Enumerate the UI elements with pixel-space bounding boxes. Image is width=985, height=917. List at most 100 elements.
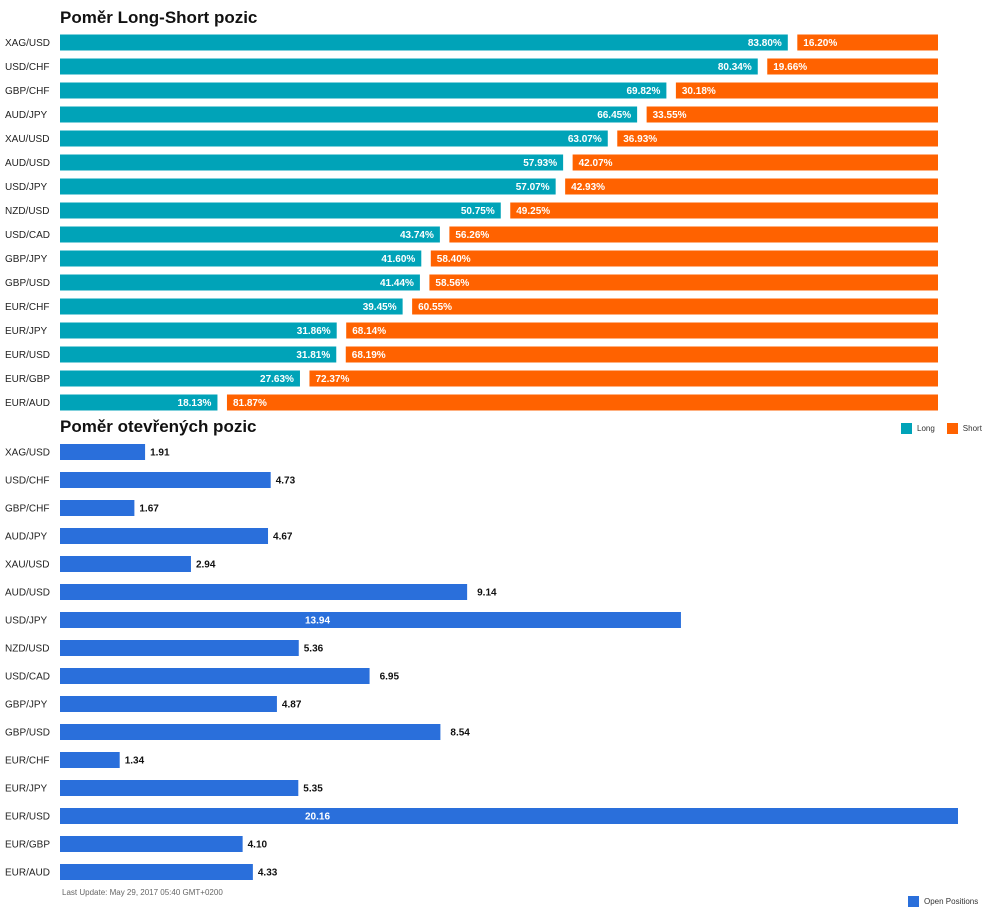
ratio-category-label: EUR/JPY <box>5 326 48 337</box>
open-category-label: GBP/USD <box>5 728 50 739</box>
open-positions-bar <box>60 724 441 740</box>
long-value-label: 66.45% <box>597 110 631 121</box>
long-value-label: 43.74% <box>400 230 434 241</box>
short-bar <box>767 58 938 75</box>
short-value-label: 60.55% <box>418 302 452 313</box>
long-bar <box>60 154 564 171</box>
open-value-label: 1.34 <box>125 756 145 767</box>
ratio-chart-title: Poměr Long-Short pozic <box>60 8 258 27</box>
open-value-label: 4.87 <box>282 700 302 711</box>
short-bar <box>565 178 938 195</box>
open-value-label: 8.54 <box>450 728 470 739</box>
short-bar <box>226 394 938 411</box>
open-value-label: 4.10 <box>248 840 268 851</box>
open-category-label: GBP/JPY <box>5 700 48 711</box>
open-category-label: EUR/USD <box>5 812 50 823</box>
ratio-category-label: GBP/CHF <box>5 86 49 97</box>
open-category-label: AUD/USD <box>5 588 50 599</box>
long-value-label: 31.86% <box>297 326 331 337</box>
short-value-label: 33.55% <box>653 110 687 121</box>
open-value-label: 4.67 <box>273 532 293 543</box>
ratio-category-label: EUR/AUD <box>5 398 50 409</box>
long-bar <box>60 298 403 315</box>
long-bar <box>60 226 440 243</box>
open-value-label: 2.94 <box>196 560 216 571</box>
open-positions-bar <box>60 612 681 628</box>
open-category-label: EUR/AUD <box>5 868 50 879</box>
open-positions-bar <box>60 780 299 796</box>
long-value-label: 39.45% <box>363 302 397 313</box>
open-positions-bar <box>60 752 120 768</box>
legend-short-swatch <box>946 423 958 434</box>
long-value-label: 31.81% <box>296 350 330 361</box>
open-positions-chart-title: Poměr otevřených pozic <box>60 417 257 436</box>
long-bar <box>60 106 638 123</box>
open-value-label: 5.36 <box>304 644 324 655</box>
short-bar <box>572 154 938 171</box>
short-value-label: 68.14% <box>352 326 386 337</box>
open-value-label: 9.14 <box>477 588 497 599</box>
short-value-label: 72.37% <box>315 374 349 385</box>
legend-long: Long <box>901 423 935 434</box>
long-value-label: 27.63% <box>260 374 294 385</box>
long-value-label: 69.82% <box>626 86 660 97</box>
open-category-label: EUR/GBP <box>5 840 50 851</box>
ratio-category-label: EUR/GBP <box>5 374 50 385</box>
last-update-text: Last Update: May 29, 2017 05:40 GMT+0200 <box>62 888 223 897</box>
open-value-label: 5.35 <box>303 784 323 795</box>
short-bar <box>345 346 938 363</box>
ratio-category-label: XAU/USD <box>5 134 49 145</box>
short-value-label: 49.25% <box>516 206 550 217</box>
long-bar <box>60 370 300 387</box>
open-positions-bar <box>60 528 269 544</box>
short-value-label: 81.87% <box>233 398 267 409</box>
open-positions-bar <box>60 472 271 488</box>
open-category-label: EUR/JPY <box>5 784 48 795</box>
ratio-category-label: GBP/USD <box>5 278 50 289</box>
open-category-label: GBP/CHF <box>5 504 49 515</box>
long-bar <box>60 322 337 339</box>
short-value-label: 36.93% <box>623 134 657 145</box>
open-category-label: EUR/CHF <box>5 756 49 767</box>
long-bar <box>60 346 337 363</box>
ratio-category-label: GBP/JPY <box>5 254 48 265</box>
open-category-label: XAG/USD <box>5 448 50 459</box>
legend-open-swatch <box>908 896 919 907</box>
short-value-label: 19.66% <box>773 62 807 73</box>
open-positions-bar <box>60 864 253 880</box>
short-value-label: 58.40% <box>437 254 471 265</box>
open-category-label: NZD/USD <box>5 644 49 655</box>
short-bar <box>675 82 938 99</box>
short-bar <box>429 274 938 291</box>
open-positions-bar <box>60 556 191 572</box>
short-bar <box>430 250 938 267</box>
open-positions-bar <box>60 584 468 600</box>
open-positions-bar <box>60 696 277 712</box>
short-bar <box>646 106 938 123</box>
legend-short-label: Short <box>962 424 982 433</box>
open-positions-bar <box>60 836 243 852</box>
open-positions-bar <box>60 444 146 460</box>
short-bar <box>346 322 938 339</box>
long-bar <box>60 250 422 267</box>
open-value-label: 13.94 <box>305 616 330 627</box>
short-bar <box>797 34 938 51</box>
ratio-legend: Long Short <box>901 423 985 434</box>
short-bar <box>309 370 938 387</box>
long-value-label: 18.13% <box>178 398 212 409</box>
long-bar <box>60 58 758 75</box>
short-value-label: 56.26% <box>455 230 489 241</box>
ratio-category-label: AUD/USD <box>5 158 50 169</box>
open-positions-bar <box>60 640 299 656</box>
legend-long-swatch <box>901 423 912 434</box>
long-value-label: 57.07% <box>516 182 550 193</box>
open-category-label: XAU/USD <box>5 560 49 571</box>
short-bar <box>412 298 938 315</box>
open-value-label: 1.91 <box>150 448 170 459</box>
ratio-category-label: USD/JPY <box>5 182 48 193</box>
short-value-label: 68.19% <box>352 350 386 361</box>
long-bar <box>60 202 501 219</box>
ratio-category-label: USD/CAD <box>5 230 50 241</box>
long-value-label: 83.80% <box>748 38 782 49</box>
